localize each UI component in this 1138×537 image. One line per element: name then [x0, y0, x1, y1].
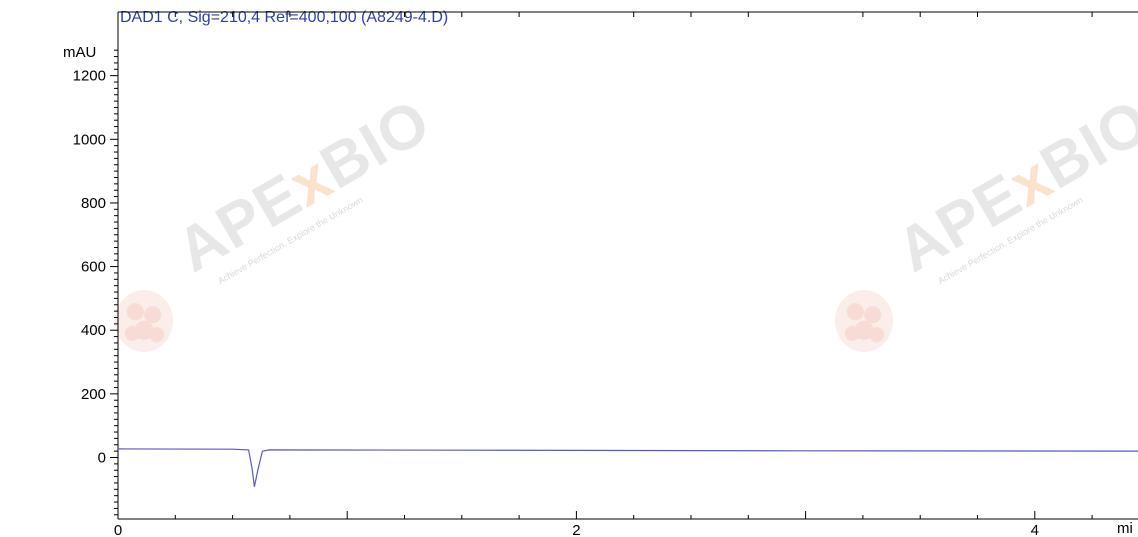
axes	[117, 11, 1138, 520]
y-tick-label: 600	[81, 259, 106, 276]
x-tick-label: 2	[572, 522, 580, 535]
y-tick-label: 800	[81, 195, 106, 212]
series-line	[117, 448, 1138, 487]
y-axis-label: mAU	[63, 44, 97, 61]
x-tick-label: 0	[114, 522, 122, 535]
x-tick-label: 4	[1031, 522, 1039, 535]
y-tick-label: 1200	[73, 68, 106, 85]
y-tick-label: 1000	[73, 131, 106, 148]
y-tick-label: 0	[98, 450, 106, 467]
y-tick-label: 200	[81, 386, 106, 403]
series-group	[117, 448, 1138, 487]
x-axis-label: mi	[1117, 520, 1133, 537]
y-tick-label: 400	[81, 322, 106, 339]
chart-title: DAD1 C, Sig=210,4 Ref=400,100 (A8249-4.D…	[120, 9, 449, 26]
watermark-logo-icon	[115, 290, 173, 352]
watermark-logo-icon	[835, 290, 893, 352]
ticks: 02004006008001000120002468	[73, 12, 1093, 535]
